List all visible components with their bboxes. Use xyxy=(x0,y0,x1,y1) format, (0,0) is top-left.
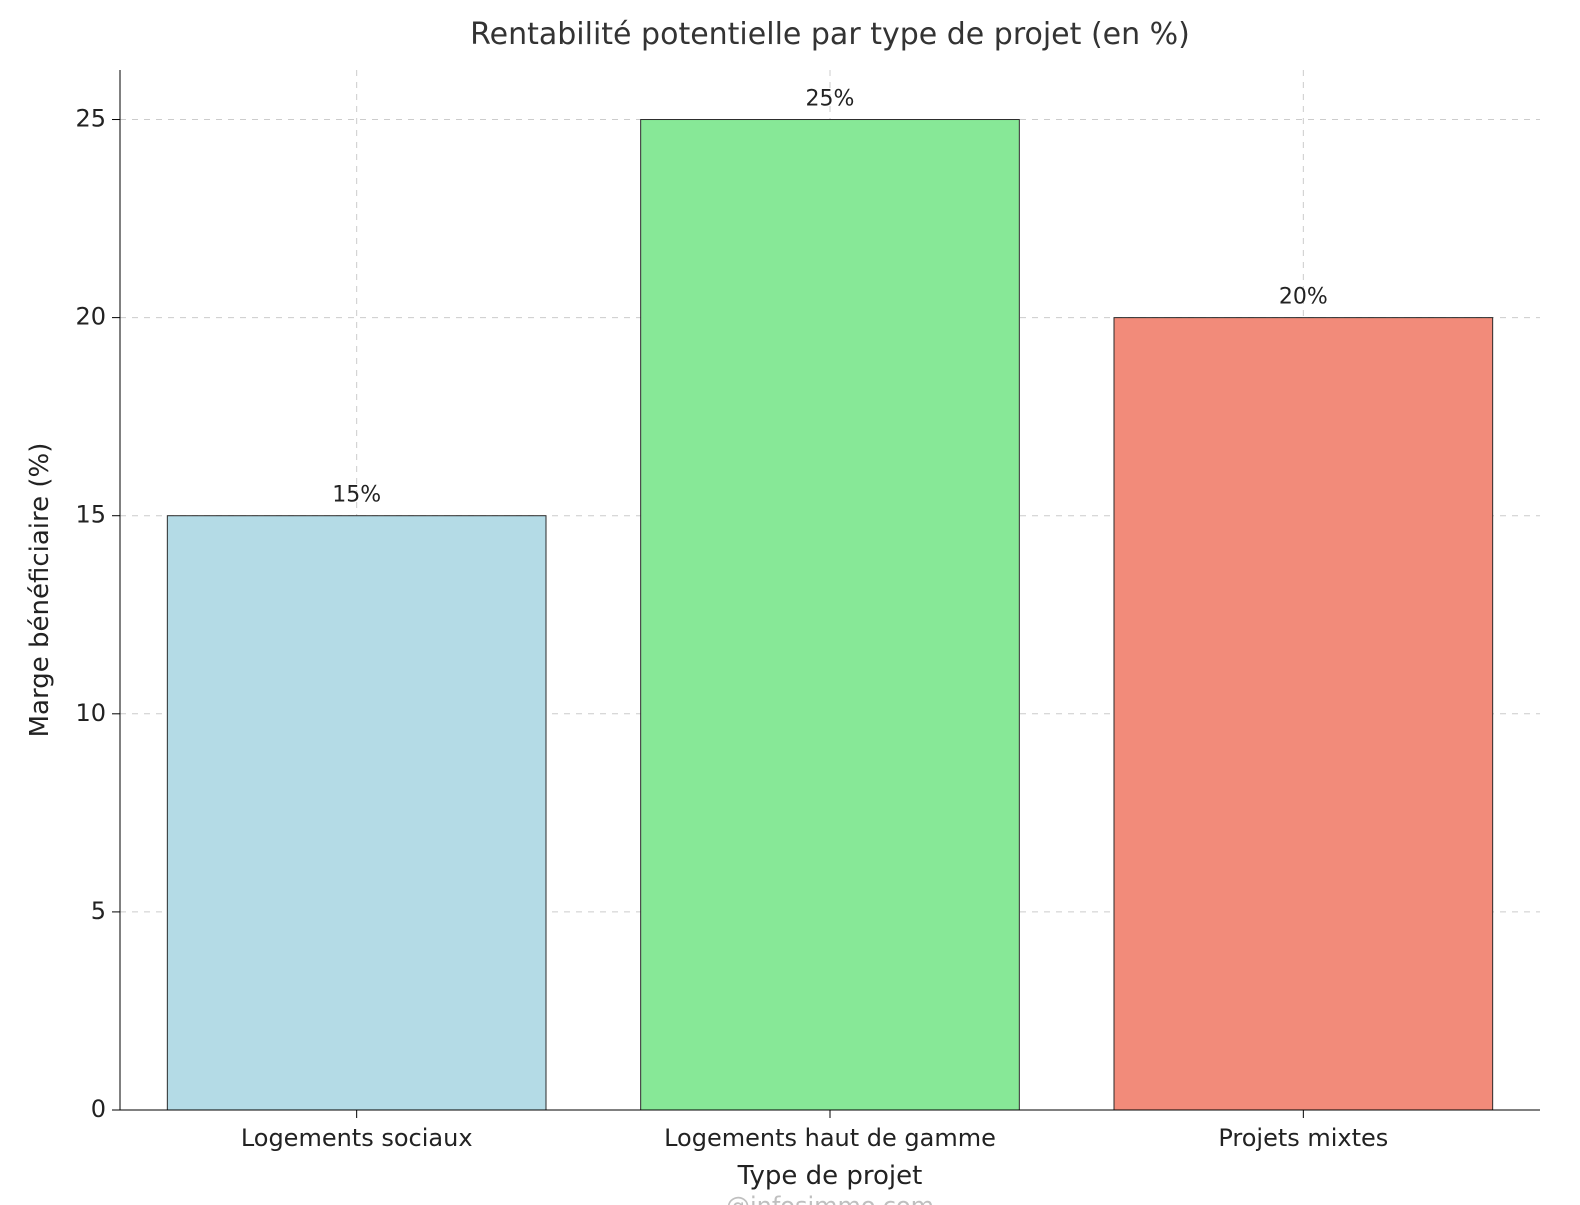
bar-value-label: 25% xyxy=(806,87,855,112)
bar xyxy=(167,516,546,1110)
y-axis-label: Marge bénéficiaire (%) xyxy=(25,443,55,738)
bar xyxy=(1114,318,1493,1110)
y-tick-label: 20 xyxy=(75,303,106,331)
x-axis-label: Type de projet xyxy=(737,1161,923,1191)
chart-container: 15% 25% 20% 0 5 10 15 20 25 Logements sociaux Loge… xyxy=(0,0,1580,1205)
x-tick-label: Projets mixtes xyxy=(1218,1124,1388,1152)
x-tick-label: Logements haut de gamme xyxy=(664,1124,996,1152)
bar-chart: 15% 25% 20% 0 5 10 15 20 25 Logements sociaux Loge… xyxy=(0,0,1580,1205)
y-tick-label: 25 xyxy=(75,105,106,133)
bar-value-label: 15% xyxy=(332,483,381,508)
y-tick-label: 10 xyxy=(75,699,106,727)
y-tick-label: 15 xyxy=(75,501,106,529)
chart-title: Rentabilité potentielle par type de proj… xyxy=(470,17,1190,52)
bar xyxy=(641,120,1020,1110)
y-tick-label: 0 xyxy=(91,1095,106,1123)
y-tick-label: 5 xyxy=(91,897,106,925)
x-tick-label: Logements sociaux xyxy=(241,1124,473,1152)
bar-value-label: 20% xyxy=(1279,285,1328,310)
watermark: @infosimmo.com xyxy=(726,1192,934,1205)
